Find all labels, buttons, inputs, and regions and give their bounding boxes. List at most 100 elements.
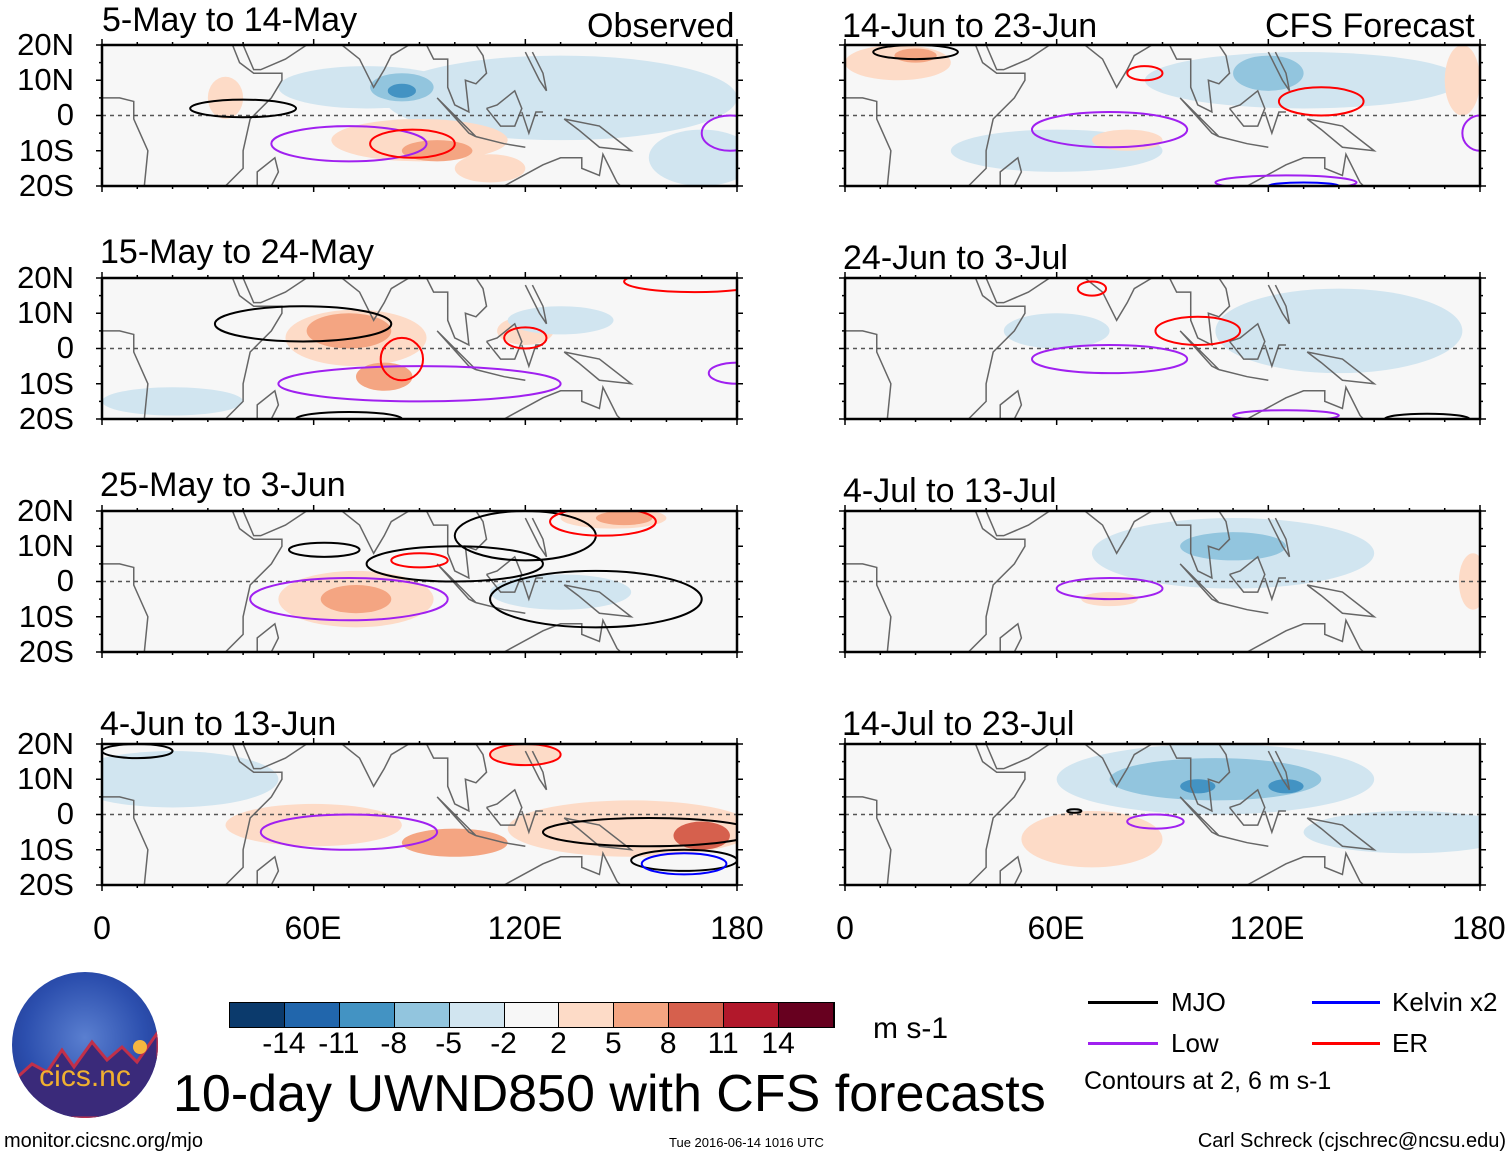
lon-label: 180 xyxy=(1452,910,1506,946)
coastline xyxy=(1306,584,1377,618)
colorbar-tick-label: -2 xyxy=(490,1027,517,1060)
coastline xyxy=(845,511,1026,652)
coastline xyxy=(102,330,149,419)
coastline xyxy=(102,744,283,885)
anomaly-shading xyxy=(102,751,279,808)
lat-label: 20N xyxy=(17,493,74,528)
panel-title-5: 14-Jun to 23-Jun xyxy=(842,7,1098,45)
panel-title-4: 4-Jun to 13-Jun xyxy=(100,705,337,743)
colorbar-swatch xyxy=(724,1003,780,1027)
coastline xyxy=(1306,351,1377,385)
contour-er xyxy=(549,511,657,537)
colorbar-swatch xyxy=(559,1003,615,1027)
panel-title-2: 15-May to 24-May xyxy=(100,233,374,271)
coastline xyxy=(563,351,634,385)
lat-label: 20S xyxy=(18,167,74,203)
contour-low xyxy=(1126,813,1185,830)
anomaly-shading xyxy=(1180,779,1216,794)
coastline xyxy=(475,834,526,847)
coastline xyxy=(475,601,526,614)
coastline xyxy=(341,45,410,89)
anomaly-shading xyxy=(1444,45,1480,116)
contour-er xyxy=(379,336,425,382)
colorbar xyxy=(229,1002,835,1028)
colorbar-tick-label: 14 xyxy=(761,1027,795,1060)
contour-mjo xyxy=(295,410,403,419)
panel-content xyxy=(102,744,737,885)
coastline xyxy=(1264,344,1286,369)
colorbar-swatch xyxy=(614,1003,670,1027)
lat-label: 10S xyxy=(18,365,74,401)
coastline xyxy=(1084,278,1153,322)
coastline xyxy=(845,330,892,419)
lat-label: 20S xyxy=(18,633,74,669)
colorbar-tick-label: 2 xyxy=(550,1027,567,1060)
coastline xyxy=(1179,97,1220,138)
coastline xyxy=(341,744,410,788)
anomaly-shading xyxy=(1215,288,1463,374)
contour-er xyxy=(1126,65,1164,82)
map-panel xyxy=(839,272,1486,425)
coastline xyxy=(1179,563,1220,604)
coastline xyxy=(1218,368,1269,381)
coastline xyxy=(475,368,526,381)
legend-label-mjo: MJO xyxy=(1171,987,1226,1017)
coastline xyxy=(436,97,477,138)
coastline xyxy=(341,511,410,555)
map-panel xyxy=(839,738,1486,891)
anomaly-shading xyxy=(387,83,416,98)
colorbar-swatch xyxy=(394,1003,450,1027)
panel-content xyxy=(845,45,1480,186)
coastline xyxy=(845,97,892,186)
coastline xyxy=(485,788,523,826)
map-panel xyxy=(839,39,1486,192)
coastline xyxy=(1228,322,1266,360)
coastline xyxy=(1168,744,1231,813)
anomaly-shading xyxy=(1303,810,1480,854)
lat-label: 20N xyxy=(17,260,74,295)
lon-label: 60E xyxy=(1027,910,1085,946)
footer-timestamp: Tue 2016-06-14 1016 UTC xyxy=(669,1135,824,1150)
lat-label: 20N xyxy=(17,726,74,761)
coastline xyxy=(1179,796,1220,837)
contour-low xyxy=(277,365,562,403)
anomaly-shading xyxy=(894,48,937,63)
lat-label: 20S xyxy=(18,866,74,902)
coastline xyxy=(436,796,477,837)
footer-url: monitor.cicsnc.org/mjo xyxy=(4,1130,203,1152)
coastline xyxy=(425,278,488,347)
coastline xyxy=(1267,51,1291,92)
lat-label: 10N xyxy=(17,62,74,98)
coastline xyxy=(845,744,1026,885)
coastline xyxy=(425,45,488,114)
anomaly-shading xyxy=(1021,810,1163,868)
colorbar-tick-label: -5 xyxy=(435,1027,462,1060)
coastline xyxy=(845,796,892,885)
anomaly-shading xyxy=(306,313,392,349)
lon-label: 120E xyxy=(1229,910,1305,946)
contour-mjo xyxy=(102,744,174,760)
coastline xyxy=(1306,118,1377,152)
contour-kelvin xyxy=(640,852,728,876)
anomaly-shading xyxy=(1233,55,1304,91)
legend-swatch-er xyxy=(1312,1042,1380,1045)
coastline xyxy=(563,584,634,618)
colorbar-tick-label: 8 xyxy=(659,1027,677,1060)
lon-label: 120E xyxy=(487,910,563,946)
coastline xyxy=(1168,45,1231,114)
lat-label: 10N xyxy=(17,761,74,797)
anomaly-shading xyxy=(490,744,561,766)
lon-label: 180 xyxy=(710,910,764,946)
colorbar-swatch xyxy=(669,1003,725,1027)
lon-label: 0 xyxy=(836,910,854,946)
contour-mjo xyxy=(542,817,737,848)
contour-mjo xyxy=(189,98,298,119)
colorbar-tick-label: -11 xyxy=(318,1027,360,1060)
colorbar-swatch xyxy=(230,1003,285,1027)
colorbar-swatch xyxy=(339,1003,395,1027)
colorbar-swatch xyxy=(449,1003,505,1027)
coastline xyxy=(999,622,1023,652)
coastline xyxy=(102,563,149,652)
coastline xyxy=(1218,601,1269,614)
coastline xyxy=(102,278,283,419)
